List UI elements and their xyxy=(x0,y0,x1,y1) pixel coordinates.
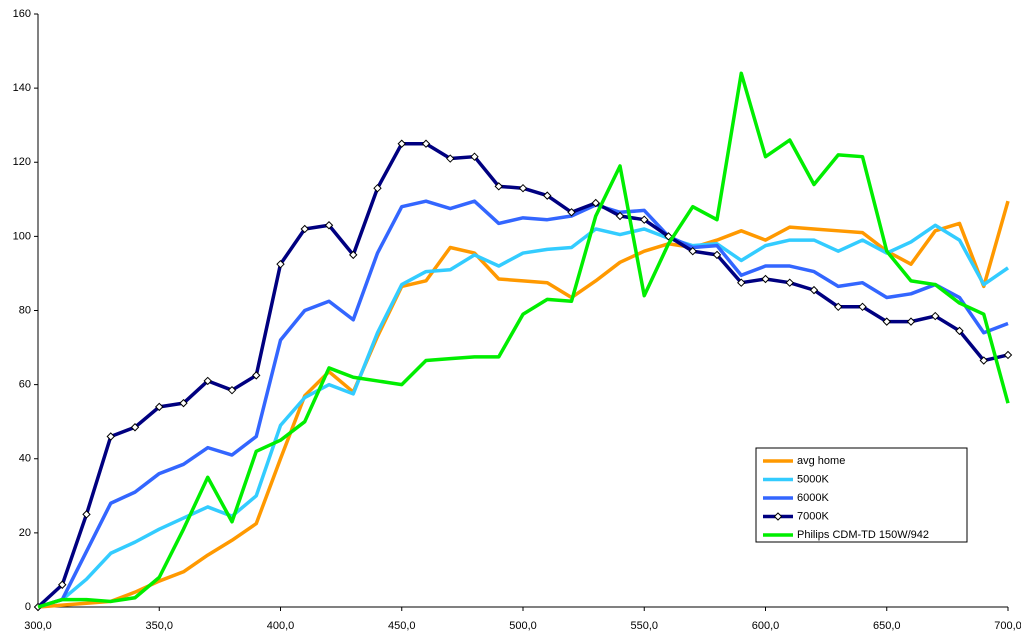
point-marker xyxy=(1003,350,1013,360)
point-marker xyxy=(106,432,115,441)
point-marker xyxy=(858,302,867,312)
point-marker xyxy=(761,274,770,284)
x-tick-label: 600,0 xyxy=(752,620,780,632)
point-marker xyxy=(640,215,649,224)
y-tick-label: 100 xyxy=(13,230,31,242)
point-marker xyxy=(276,259,285,269)
point-marker xyxy=(809,285,819,295)
point-marker xyxy=(82,510,91,519)
point-marker xyxy=(349,250,358,260)
point-marker xyxy=(421,139,431,148)
point-marker xyxy=(446,154,455,163)
y-tick-label: 140 xyxy=(13,82,31,94)
point-marker xyxy=(227,385,237,395)
legend-marker xyxy=(773,512,783,521)
series-line xyxy=(37,223,1009,609)
point-marker xyxy=(252,371,261,380)
x-tick-label: 500,0 xyxy=(509,620,537,632)
y-tick-label: 120 xyxy=(13,156,31,168)
point-marker xyxy=(615,211,625,221)
point-marker xyxy=(324,221,334,230)
legend-label: 5000K xyxy=(797,473,829,485)
point-marker xyxy=(130,423,140,432)
point-marker xyxy=(882,317,891,326)
y-tick-label: 20 xyxy=(19,527,31,539)
legend-label: Philips CDM-TD 150W/942 xyxy=(797,529,929,541)
x-tick-label: 450,0 xyxy=(388,620,416,632)
x-tick-label: 400,0 xyxy=(267,620,295,632)
point-marker xyxy=(931,311,940,321)
y-tick-label: 160 xyxy=(13,8,31,20)
point-marker xyxy=(397,139,406,148)
point-marker xyxy=(567,208,576,217)
x-tick-label: 550,0 xyxy=(630,620,658,632)
point-marker xyxy=(955,326,964,336)
x-tick-label: 650,0 xyxy=(873,620,901,632)
point-marker xyxy=(494,182,503,191)
point-marker xyxy=(203,376,212,386)
point-marker xyxy=(58,580,67,589)
point-marker xyxy=(712,250,722,260)
point-marker xyxy=(543,191,552,200)
legend-label: avg home xyxy=(797,455,845,467)
legend-label: 7000K xyxy=(797,510,829,522)
series-line xyxy=(37,200,1010,609)
x-tick-label: 700,0 xyxy=(994,620,1021,632)
point-marker xyxy=(179,398,188,408)
x-tick-label: 300,0 xyxy=(24,620,52,632)
point-marker xyxy=(373,183,382,193)
y-tick-label: 0 xyxy=(25,601,31,613)
x-tick-label: 350,0 xyxy=(145,620,173,632)
point-marker xyxy=(906,317,916,326)
legend-box xyxy=(755,447,968,543)
point-marker xyxy=(591,198,600,208)
y-tick-label: 60 xyxy=(19,379,31,391)
point-marker xyxy=(737,278,746,287)
point-marker xyxy=(518,183,528,193)
y-tick-label: 40 xyxy=(19,453,31,465)
series-line xyxy=(37,199,1009,609)
point-marker xyxy=(155,402,164,412)
point-marker xyxy=(470,152,479,161)
point-marker xyxy=(688,246,697,256)
point-marker xyxy=(834,302,843,312)
point-marker xyxy=(979,356,988,365)
y-tick-label: 80 xyxy=(19,304,31,316)
point-marker xyxy=(785,278,794,287)
series-line xyxy=(37,71,1010,609)
legend-label: 6000K xyxy=(797,492,829,504)
point-marker xyxy=(300,224,309,234)
